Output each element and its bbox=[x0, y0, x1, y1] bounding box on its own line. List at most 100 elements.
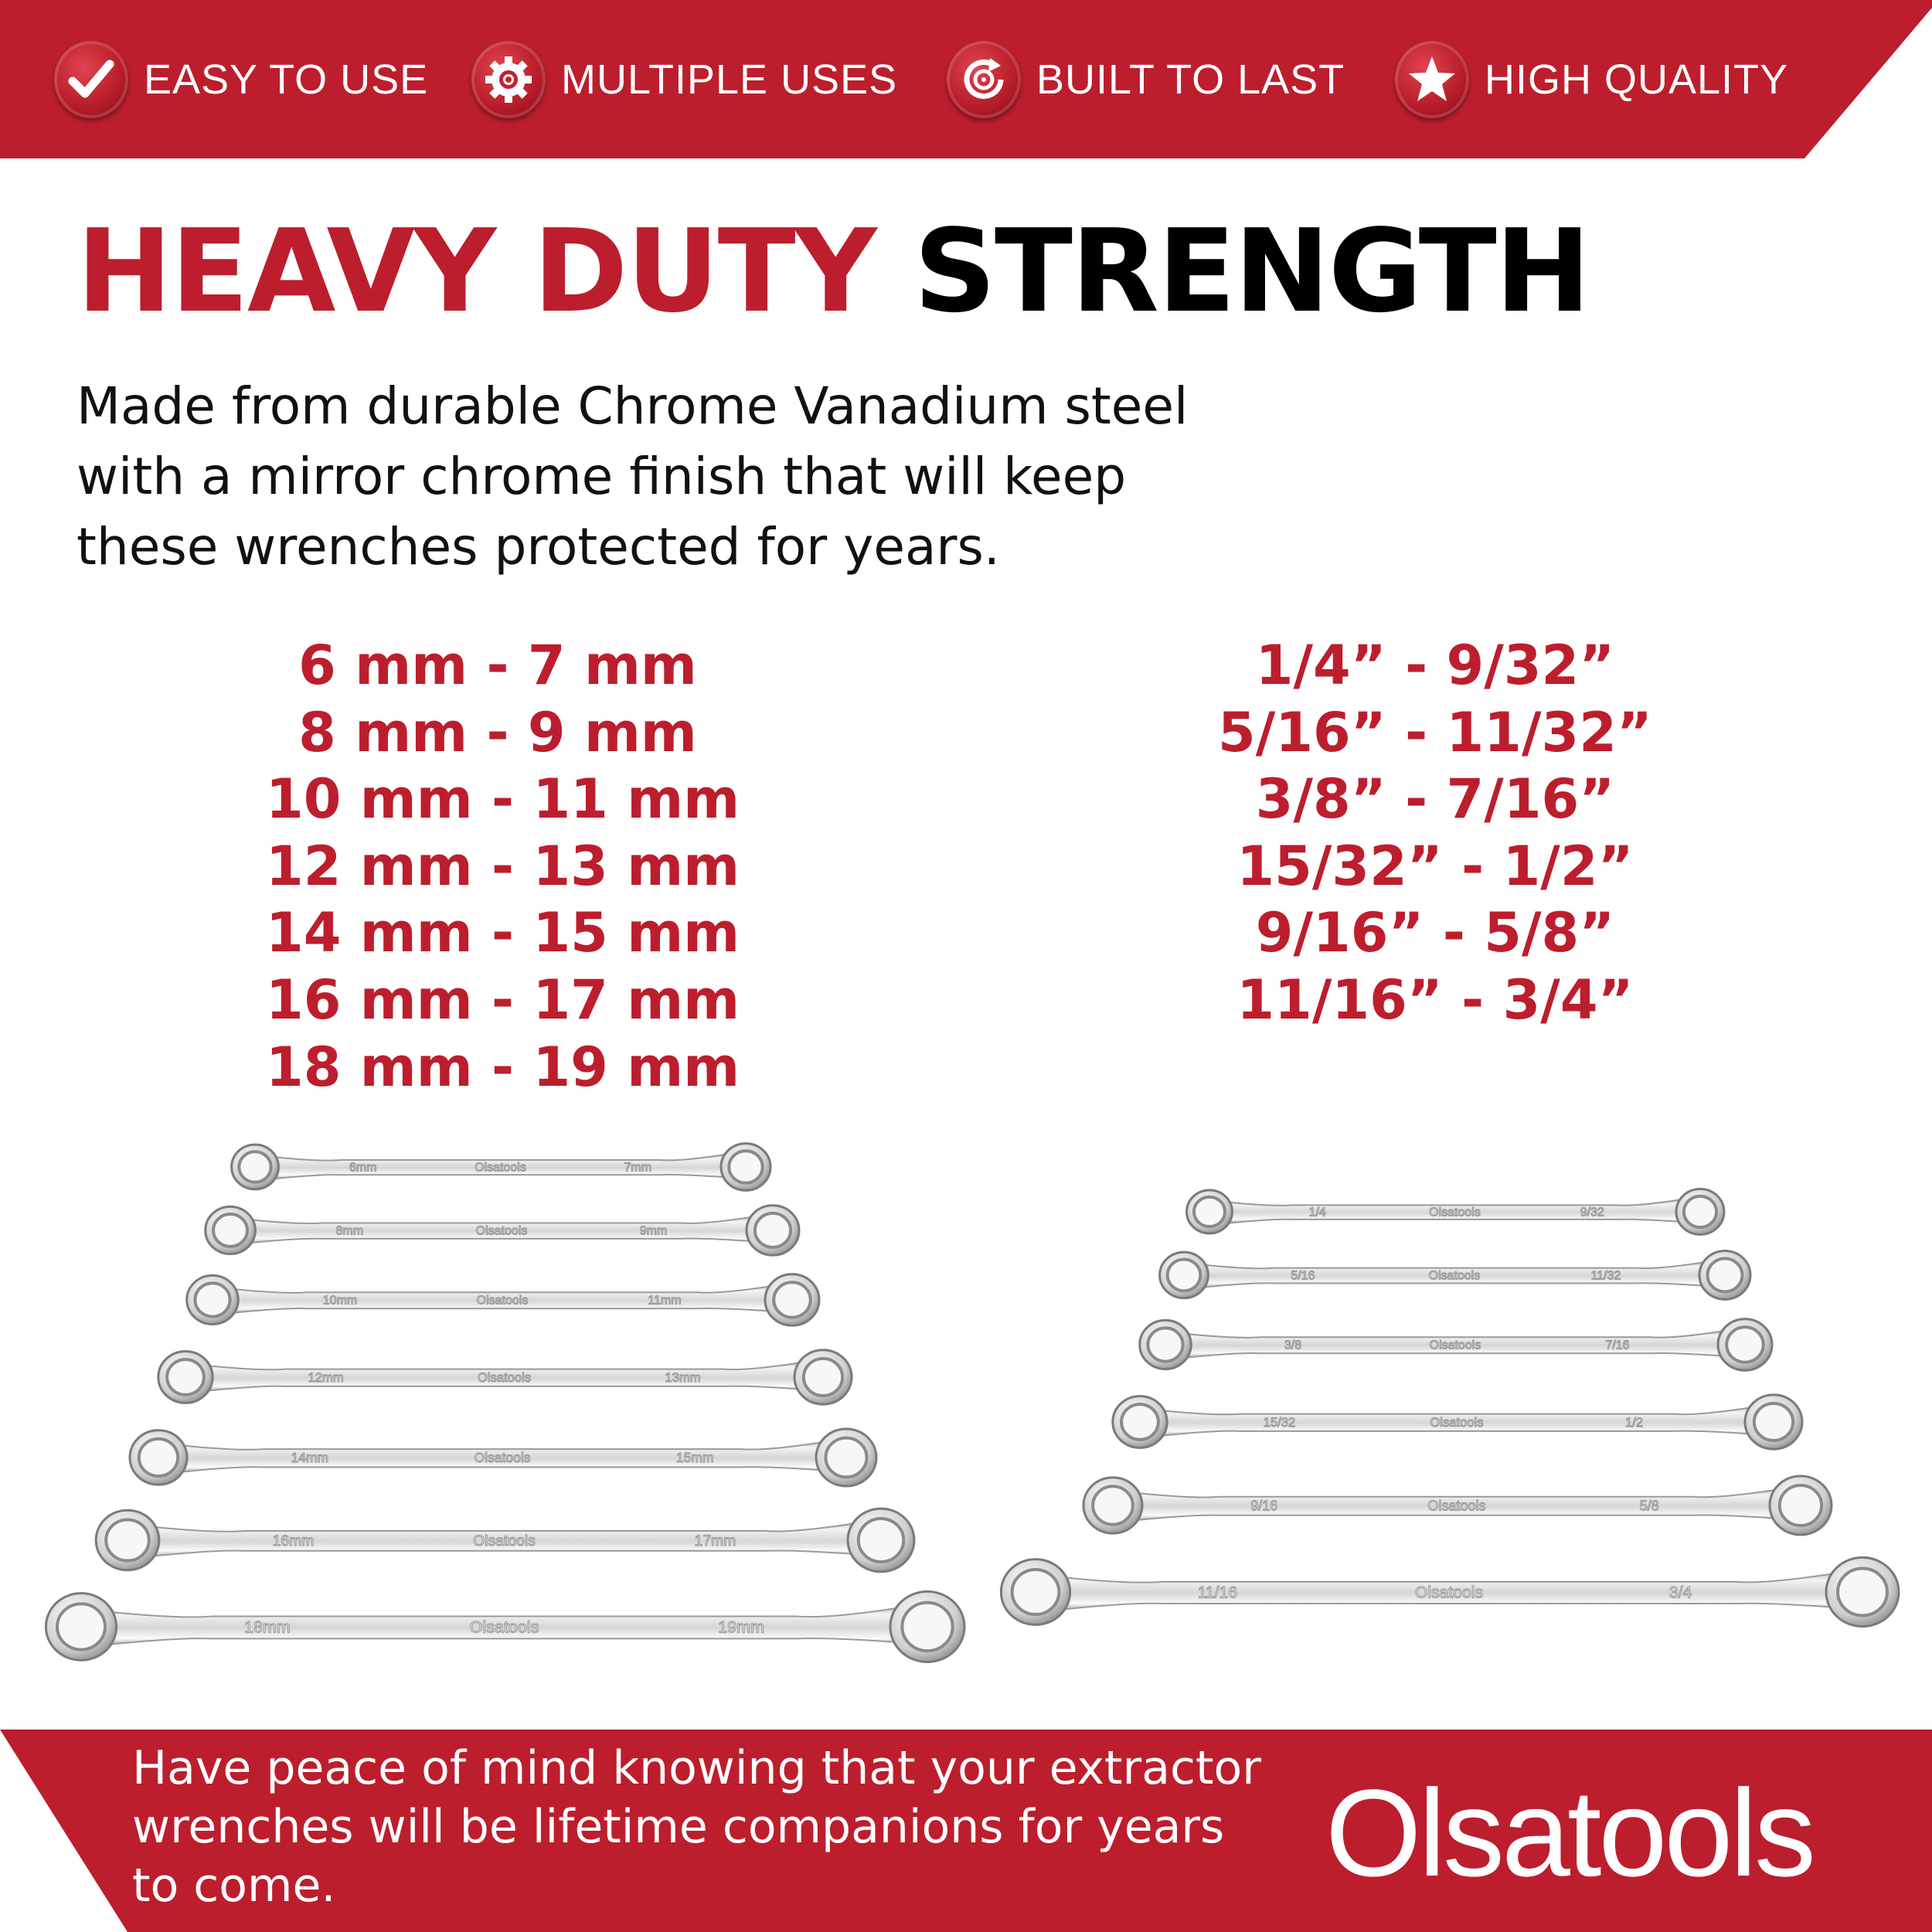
metric-size: 12 mm - 13 mm bbox=[266, 834, 740, 898]
wrench-brand-marking: Olsatools bbox=[1429, 1206, 1481, 1219]
wrench-size-large: 19mm bbox=[718, 1617, 764, 1637]
wrench-brand-marking: Olsatools bbox=[1427, 1498, 1485, 1513]
metric-wrench-group: 6mm Olsatools 7mm 8mm Olsatools 9mm 10mm Olsato… bbox=[44, 1142, 966, 1664]
wrench-socket bbox=[1146, 1326, 1185, 1363]
wrench-socket bbox=[104, 1518, 151, 1563]
feature-multiple-uses: MULTIPLE USES bbox=[471, 37, 897, 122]
wrench-size-small: 8mm bbox=[336, 1225, 364, 1238]
wrench-size-large: 7mm bbox=[624, 1162, 652, 1175]
wrench-size-large: 15mm bbox=[676, 1450, 714, 1465]
wrench-socket bbox=[193, 1281, 232, 1318]
wrench-socket bbox=[137, 1437, 180, 1478]
wrench-brand-marking: Olsatools bbox=[473, 1532, 536, 1549]
imperial-size: 9/16” - 5/8” bbox=[1255, 901, 1615, 965]
wrench-socket bbox=[237, 1150, 273, 1184]
description-line: Made from durable Chrome Vanadium steel bbox=[77, 376, 1189, 436]
wrench-size-large: 9mm bbox=[640, 1225, 668, 1238]
metric-wrench: 18mm Olsatools 19mm bbox=[44, 1590, 966, 1664]
metric-size: 6 mm - 7 mm bbox=[298, 634, 697, 697]
wrench-socket bbox=[1836, 1566, 1889, 1617]
wrench-brand-marking: Olsatools bbox=[478, 1370, 531, 1385]
wrench-socket bbox=[1165, 1257, 1202, 1293]
imperial-size: 15/32” - 1/2” bbox=[1236, 834, 1634, 898]
wrench-brand-marking: Olsatools bbox=[476, 1225, 528, 1238]
feature-label: BUILT TO LAST bbox=[1036, 56, 1345, 103]
wrench-size-large: 3/4 bbox=[1669, 1583, 1692, 1601]
metric-size-list: 6 mm - 7 mm 8 mm - 9 mm 10 mm - 11 mm 12… bbox=[266, 632, 740, 1100]
footer-line: Have peace of mind knowing that your ext… bbox=[132, 1741, 1261, 1795]
imperial-size-list: 1/4” - 9/32” 5/16” - 11/32” 3/8” - 7/16”… bbox=[1203, 632, 1667, 1034]
wrench-socket bbox=[801, 1356, 845, 1398]
metric-size: 8 mm - 9 mm bbox=[298, 700, 697, 764]
wrench-brand-marking: Olsatools bbox=[1415, 1583, 1483, 1601]
cycle-gear-icon bbox=[947, 41, 1021, 118]
wrench-brand-marking: Olsatools bbox=[1430, 1339, 1481, 1352]
metric-wrench: 12mm Olsatools 13mm bbox=[157, 1349, 853, 1406]
wrench-size-large: 1/2 bbox=[1625, 1415, 1643, 1430]
wrench-socket bbox=[1706, 1257, 1744, 1294]
metric-wrench: 14mm Olsatools 15mm bbox=[128, 1427, 878, 1488]
imperial-size: 3/8” - 7/16” bbox=[1255, 767, 1615, 832]
footer-line: to come. bbox=[132, 1859, 336, 1913]
wrench-size-small: 1/4 bbox=[1309, 1206, 1326, 1219]
wrench-set-image: 6mm Olsatools 7mm 8mm Olsatools 9mm 10mm Olsato… bbox=[44, 1142, 1900, 1664]
wrench-size-small: 6mm bbox=[349, 1162, 377, 1175]
feature-built-to-last: BUILT TO LAST bbox=[947, 37, 1345, 122]
wrench-size-small: 5/16 bbox=[1291, 1270, 1315, 1283]
wrench-brand-marking: Olsatools bbox=[469, 1617, 539, 1637]
feature-easy-to-use: EASY TO USE bbox=[54, 37, 428, 122]
wrench-size-small: 3/8 bbox=[1284, 1339, 1301, 1352]
wrench-socket bbox=[1682, 1194, 1719, 1230]
metric-wrench: 16mm Olsatools 17mm bbox=[94, 1507, 916, 1573]
headline-black: STRENGTH bbox=[913, 205, 1590, 338]
metric-size: 18 mm - 19 mm bbox=[266, 1035, 740, 1099]
wrench-brand-marking: Olsatools bbox=[474, 1162, 526, 1175]
wrench-socket bbox=[1752, 1401, 1795, 1443]
imperial-wrench: 15/32 Olsatools 1/2 bbox=[1111, 1393, 1804, 1451]
wrench-size-small: 11/16 bbox=[1198, 1583, 1237, 1601]
wrench-brand-marking: Olsatools bbox=[1429, 1270, 1481, 1283]
wrench-size-small: 14mm bbox=[291, 1450, 328, 1465]
wrench-brand-marking: Olsatools bbox=[1430, 1415, 1483, 1430]
wrench-size-large: 5/8 bbox=[1640, 1498, 1659, 1513]
wrench-socket bbox=[1091, 1485, 1134, 1526]
metric-size: 16 mm - 17 mm bbox=[266, 968, 740, 1032]
metric-wrench: 8mm Olsatools 9mm bbox=[204, 1204, 801, 1257]
description: Made from durable Chrome Vanadium steel … bbox=[77, 371, 1468, 582]
wrench-socket bbox=[212, 1213, 249, 1248]
description-line: these wrenches protected for years. bbox=[77, 517, 1000, 577]
feature-label: MULTIPLE USES bbox=[561, 56, 898, 103]
bottom-banner bbox=[0, 1730, 1932, 1932]
wrench-size-large: 7/16 bbox=[1605, 1339, 1629, 1352]
metric-size: 14 mm - 15 mm bbox=[266, 901, 740, 965]
wrench-size-large: 11mm bbox=[648, 1294, 681, 1308]
gear-icon bbox=[471, 41, 546, 118]
wrench-size-large: 13mm bbox=[665, 1370, 700, 1385]
wrench-socket bbox=[727, 1149, 764, 1185]
wrench-size-small: 9/16 bbox=[1250, 1498, 1277, 1513]
footer-text: Have peace of mind knowing that your ext… bbox=[132, 1739, 1330, 1915]
wrench-socket bbox=[1725, 1325, 1765, 1364]
wrench-size-small: 15/32 bbox=[1264, 1415, 1296, 1430]
metric-wrench: 10mm Olsatools 11mm bbox=[185, 1273, 821, 1327]
wrench-size-large: 11/32 bbox=[1591, 1270, 1621, 1283]
wrench-socket bbox=[856, 1517, 906, 1563]
imperial-wrench: 11/16 Olsatools 3/4 bbox=[999, 1556, 1900, 1628]
feature-label: EASY TO USE bbox=[144, 56, 429, 103]
wrench-size-large: 17mm bbox=[695, 1532, 736, 1549]
headline: HEAVY DUTY STRENGTH bbox=[77, 205, 1591, 338]
wrench-socket bbox=[1192, 1195, 1227, 1229]
olsatools-logo: Olsatools bbox=[1325, 1764, 1816, 1902]
wrench-socket bbox=[753, 1211, 793, 1250]
imperial-wrench-group: 1/4 Olsatools 9/32 5/16 Olsatools 11/32 3/8 Ols… bbox=[999, 1188, 1900, 1628]
imperial-wrench: 3/8 Olsatools 7/16 bbox=[1138, 1318, 1774, 1372]
wrench-size-large: 9/32 bbox=[1580, 1206, 1604, 1219]
imperial-wrench: 1/4 Olsatools 9/32 bbox=[1185, 1188, 1726, 1236]
imperial-wrench: 9/16 Olsatools 5/8 bbox=[1082, 1475, 1833, 1536]
headline-red: HEAVY DUTY bbox=[77, 205, 877, 338]
imperial-size: 5/16” - 11/32” bbox=[1218, 700, 1652, 764]
wrench-socket bbox=[165, 1358, 206, 1396]
description-line: with a mirror chrome finish that will ke… bbox=[77, 447, 1127, 506]
wrench-socket bbox=[1120, 1403, 1160, 1441]
feature-high-quality: HIGH QUALITY bbox=[1395, 37, 1788, 122]
